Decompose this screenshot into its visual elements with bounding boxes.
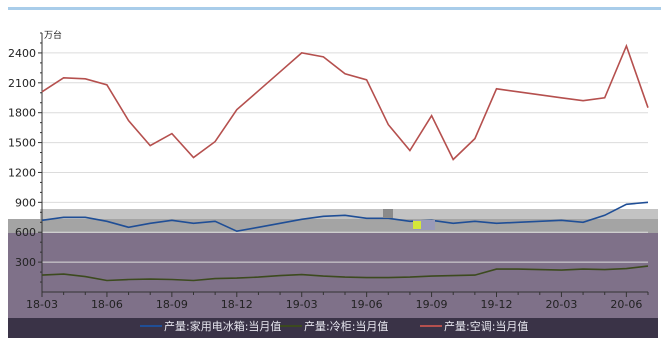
y-tick-label: 600 <box>15 226 36 239</box>
overlay-artifact-highlight <box>413 221 421 229</box>
x-tick-label: 19-12 <box>481 298 513 311</box>
y-tick-label: 2400 <box>8 47 36 60</box>
legend-label-0: 产量:家用电冰箱:当月值 <box>164 319 281 333</box>
legend: 产量:家用电冰箱:当月值 产量:冷柜:当月值 产量:空调:当月值 <box>140 319 528 333</box>
y-tick-label: 1800 <box>8 107 36 120</box>
grid <box>42 52 648 263</box>
legend-label-2: 产量:空调:当月值 <box>444 319 528 333</box>
y-tick-label: 900 <box>15 196 36 209</box>
overlay-strip-light <box>40 209 658 221</box>
overlay-plot-shade <box>8 233 658 318</box>
x-tick-label: 18-06 <box>91 298 123 311</box>
axes <box>38 32 649 297</box>
overlay-artifact-chip <box>413 220 435 230</box>
overlay-artifact-box <box>383 209 393 218</box>
series-lines <box>41 43 649 282</box>
overlay-legend-shade <box>8 318 658 338</box>
x-tick-label: 19-06 <box>351 298 383 311</box>
y-tick-label: 300 <box>15 256 36 269</box>
x-tick-label: 18-03 <box>26 298 58 311</box>
x-tick-label: 18-09 <box>156 298 188 311</box>
x-tick-label: 19-09 <box>416 298 448 311</box>
x-tick-label: 19-03 <box>286 298 318 311</box>
y-tick-label: 2100 <box>8 77 36 90</box>
x-tick-label: 20-06 <box>610 298 642 311</box>
x-tick-label: 20-03 <box>545 298 577 311</box>
x-tick-labels: 18-03 18-06 18-09 18-12 19-03 19-06 19-09 19-12… <box>26 298 642 311</box>
series-line-0 <box>41 201 649 233</box>
y-unit-label: 万台 <box>44 29 62 41</box>
y-tick-label: 1500 <box>8 137 36 150</box>
x-tick-label: 18-12 <box>221 298 253 311</box>
legend-label-1: 产量:冷柜:当月值 <box>304 319 388 333</box>
series-line-2 <box>41 43 649 161</box>
top-accent-bar <box>8 7 661 10</box>
y-tick-labels: 300 600 900 1200 1500 1800 2100 2400 <box>8 47 36 269</box>
y-tick-label: 1200 <box>8 166 36 179</box>
series-line-1 <box>41 265 649 282</box>
